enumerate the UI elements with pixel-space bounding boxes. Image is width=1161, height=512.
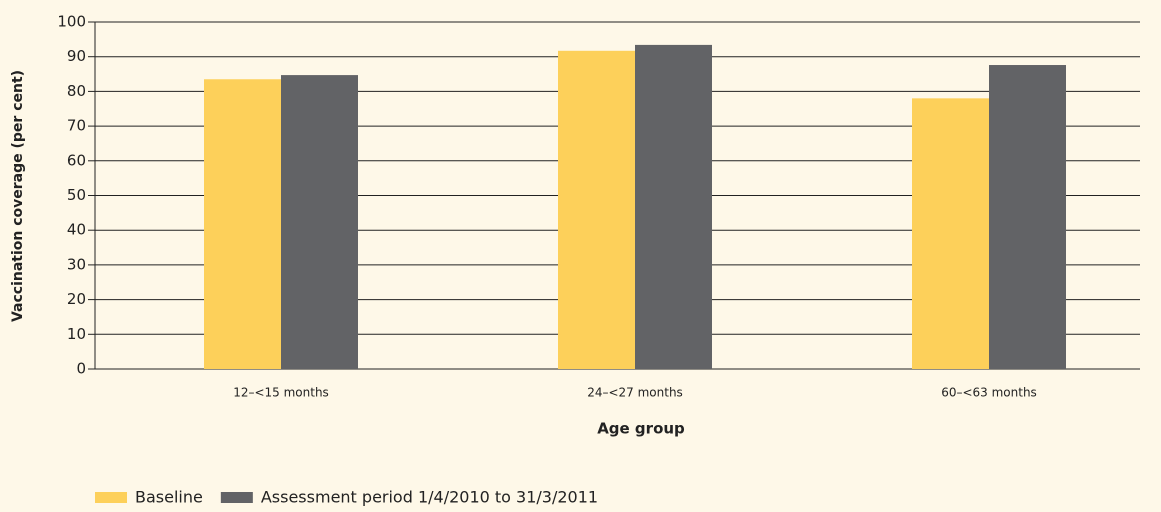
bar (204, 79, 281, 369)
y-tick-label: 20 (67, 290, 86, 308)
bar (635, 44, 712, 369)
legend-swatch (95, 492, 127, 503)
y-tick-label: 10 (67, 325, 86, 343)
x-axis-title: Age group (597, 420, 685, 438)
legend-swatch (220, 492, 253, 503)
y-tick-label: 0 (76, 360, 86, 378)
y-tick-label: 100 (57, 13, 86, 31)
x-tick-label: 12–<15 months (233, 386, 329, 400)
y-tick-label: 70 (67, 117, 86, 135)
bar (558, 50, 635, 370)
x-tick-label: 60–<63 months (941, 386, 1037, 400)
x-tick-label: 24–<27 months (587, 386, 683, 400)
y-tick-label: 30 (67, 255, 86, 273)
y-axis-title: Vaccination coverage (per cent) (10, 70, 26, 322)
bar (281, 75, 358, 369)
y-tick-label: 60 (67, 151, 86, 169)
legend-label: Assessment period 1/4/2010 to 31/3/2011 (261, 488, 598, 507)
legend-label: Baseline (135, 488, 203, 507)
bar (989, 65, 1066, 369)
y-tick-label: 90 (67, 47, 86, 65)
y-tick-label: 80 (67, 82, 86, 100)
y-tick-label: 50 (67, 186, 86, 204)
bar (912, 98, 989, 369)
y-tick-label: 40 (67, 221, 86, 239)
